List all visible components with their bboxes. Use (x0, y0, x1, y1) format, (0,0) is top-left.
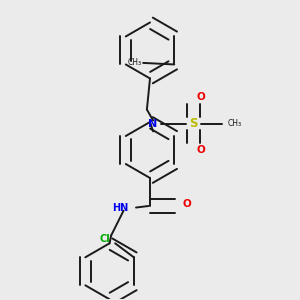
Text: O: O (197, 92, 206, 102)
Text: CH₃: CH₃ (128, 58, 142, 68)
Text: HN: HN (112, 202, 128, 212)
Text: N: N (148, 118, 158, 129)
Text: O: O (183, 199, 191, 208)
Text: Cl: Cl (100, 234, 110, 244)
Text: CH₃: CH₃ (228, 119, 242, 128)
Text: S: S (189, 117, 198, 130)
Text: O: O (197, 145, 206, 155)
